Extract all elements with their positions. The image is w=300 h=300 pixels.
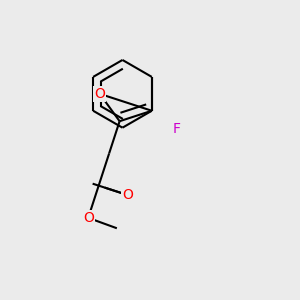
Text: O: O xyxy=(94,87,105,101)
Text: F: F xyxy=(172,122,181,136)
Text: O: O xyxy=(83,211,94,225)
Text: O: O xyxy=(122,188,133,202)
